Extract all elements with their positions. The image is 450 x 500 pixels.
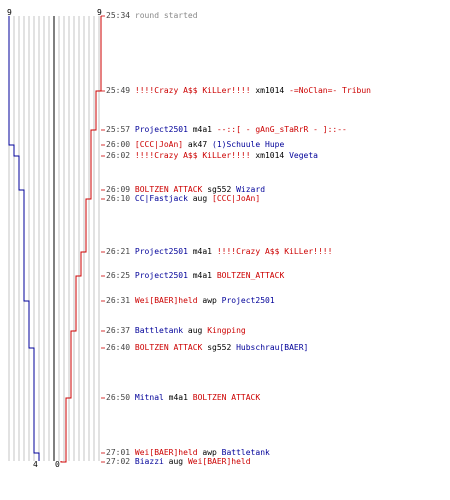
event-row-kill: 27:01 Wei[BAER]held awp Battletank (106, 448, 270, 458)
victim-name: Hubschrau[BAER] (236, 343, 309, 352)
victim-name: Kingping (207, 326, 246, 335)
killer-name: CC|Fastjack (134, 194, 188, 203)
event-row-kill: 26:02 !!!!Crazy A$$ KiLLer!!!! xm1014 Ve… (106, 151, 318, 161)
killer-name: Wei[BAER]held (134, 296, 198, 305)
grid-lines (8, 16, 100, 461)
t-team-alive-line (60, 16, 102, 463)
event-time: 26:09 (106, 185, 131, 194)
victim-name: --::[ - gAnG_sTaRrR - ]::-- (216, 125, 347, 134)
killer-name: [CCC|JoAn] (134, 140, 184, 149)
event-row-kill: 26:10 CC|Fastjack aug [CCC|JoAn] (106, 194, 260, 204)
event-time: 26:37 (106, 326, 131, 335)
weapon-name: ak47 (187, 140, 208, 149)
t-start-count: 9 (97, 8, 102, 17)
weapon-name: sg552 (207, 343, 232, 352)
event-time: 26:25 (106, 271, 131, 280)
victim-name: (1)Schuule Hupe (212, 140, 285, 149)
event-time: 26:02 (106, 151, 131, 160)
killer-name: Wei[BAER]held (134, 448, 198, 457)
weapon-name: m4a1 (192, 247, 212, 256)
event-row-kill: 26:21 Project2501 m4a1 !!!!Crazy A$$ KiL… (106, 247, 332, 257)
event-time: 26:31 (106, 296, 131, 305)
event-message: round started (134, 11, 198, 20)
event-row-kill: 25:57 Project2501 m4a1 --::[ - gAnG_sTaR… (106, 125, 347, 135)
t-end-count: 0 (55, 460, 60, 469)
weapon-name: aug (168, 457, 184, 466)
victim-name: [CCC|JoAn] (212, 194, 261, 203)
victim-name: Wizard (236, 185, 266, 194)
killer-name: Biazzi (134, 457, 164, 466)
killer-name: BOLTZEN ATTACK (134, 185, 203, 194)
victim-name: BOLTZEN ATTACK (192, 393, 261, 402)
event-row-kill: 26:50 Mitnal m4a1 BOLTZEN ATTACK (106, 393, 260, 403)
event-row-system: 25:34 round started (106, 11, 198, 21)
event-time: 25:57 (106, 125, 131, 134)
event-time: 26:40 (106, 343, 131, 352)
victim-name: BOLTZEN_ATTACK (216, 271, 285, 280)
event-row-kill: 26:40 BOLTZEN ATTACK sg552 Hubschrau[BAE… (106, 343, 308, 353)
event-time: 27:01 (106, 448, 131, 457)
weapon-name: xm1014 (255, 151, 285, 160)
event-row-kill: 26:31 Wei[BAER]held awp Project2501 (106, 296, 275, 306)
event-row-kill: 26:37 Battletank aug Kingping (106, 326, 246, 336)
weapon-name: sg552 (207, 185, 232, 194)
ct-start-count: 9 (7, 8, 12, 17)
event-time: 26:50 (106, 393, 131, 402)
event-time: 25:49 (106, 86, 131, 95)
weapon-name: awp (202, 448, 217, 457)
victim-name: Battletank (221, 448, 270, 457)
weapon-name: xm1014 (255, 86, 285, 95)
weapon-name: m4a1 (192, 125, 212, 134)
event-row-kill: 26:25 Project2501 m4a1 BOLTZEN_ATTACK (106, 271, 284, 281)
weapon-name: aug (187, 326, 203, 335)
event-time: 25:34 (106, 11, 131, 20)
ct-team-alive-line (8, 16, 40, 461)
killer-name: BOLTZEN ATTACK (134, 343, 203, 352)
event-time: 26:00 (106, 140, 131, 149)
killer-name: !!!!Crazy A$$ KiLLer!!!! (134, 86, 251, 95)
killer-name: Battletank (134, 326, 184, 335)
killer-name: Project2501 (134, 247, 188, 256)
event-tick-marks (101, 15, 105, 463)
victim-name: Vegeta (289, 151, 318, 160)
event-time: 26:10 (106, 194, 131, 203)
killer-name: Project2501 (134, 125, 188, 134)
event-time: 27:02 (106, 457, 131, 466)
killer-name: !!!!Crazy A$$ KiLLer!!!! (134, 151, 251, 160)
victim-name: Wei[BAER]held (187, 457, 251, 466)
event-row-kill: 26:09 BOLTZEN ATTACK sg552 Wizard (106, 185, 265, 195)
event-row-kill: 27:02 Biazzi aug Wei[BAER]held (106, 457, 251, 467)
weapon-name: m4a1 (192, 271, 212, 280)
victim-name: !!!!Crazy A$$ KiLLer!!!! (216, 247, 333, 256)
weapon-name: awp (202, 296, 217, 305)
event-row-kill: 26:00 [CCC|JoAn] ak47 (1)Schuule Hupe (106, 140, 284, 150)
ct-end-count: 4 (33, 460, 38, 469)
weapon-name: aug (192, 194, 208, 203)
killer-name: Project2501 (134, 271, 188, 280)
victim-name: Project2501 (221, 296, 275, 305)
event-time: 26:21 (106, 247, 131, 256)
event-row-kill: 25:49 !!!!Crazy A$$ KiLLer!!!! xm1014 -=… (106, 86, 371, 96)
weapon-name: m4a1 (168, 393, 188, 402)
victim-name: -=NoClan=- Tribun (289, 86, 371, 95)
killer-name: Mitnal (134, 393, 164, 402)
